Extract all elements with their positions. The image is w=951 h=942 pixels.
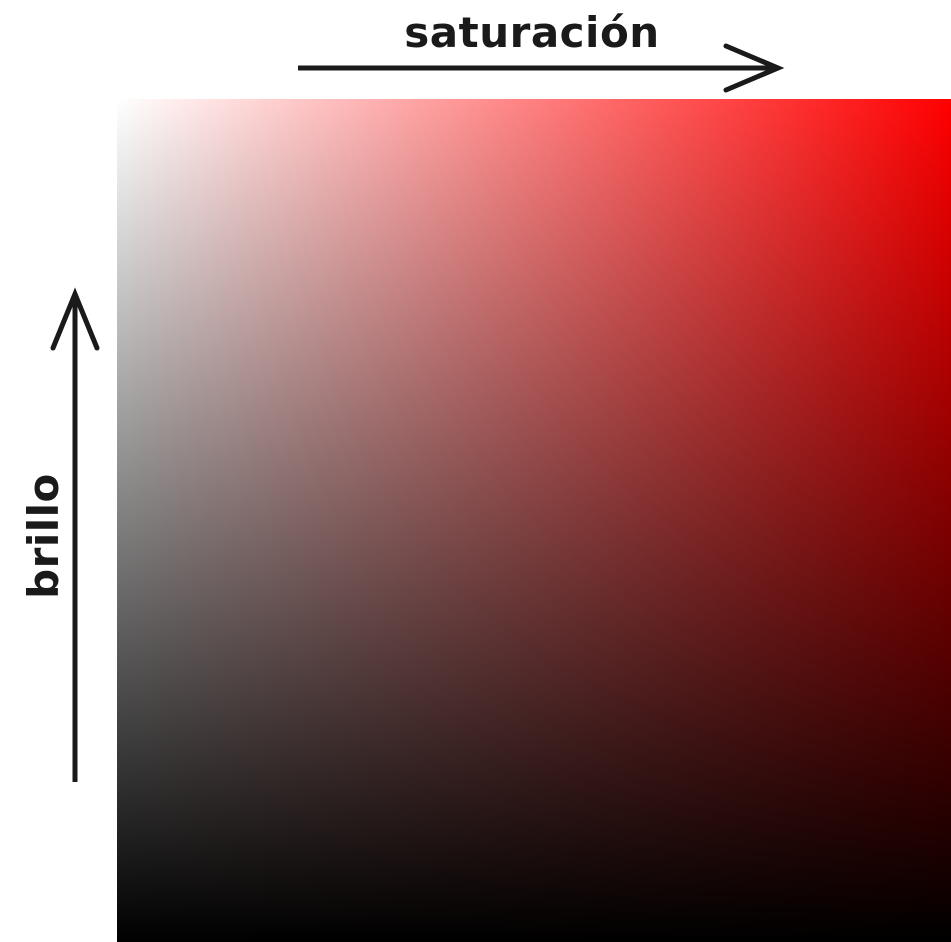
color-gradient-square <box>117 99 951 942</box>
arrow-up-icon <box>50 287 100 782</box>
saturation-label: saturación <box>404 8 660 57</box>
arrow-right-icon <box>298 43 785 93</box>
